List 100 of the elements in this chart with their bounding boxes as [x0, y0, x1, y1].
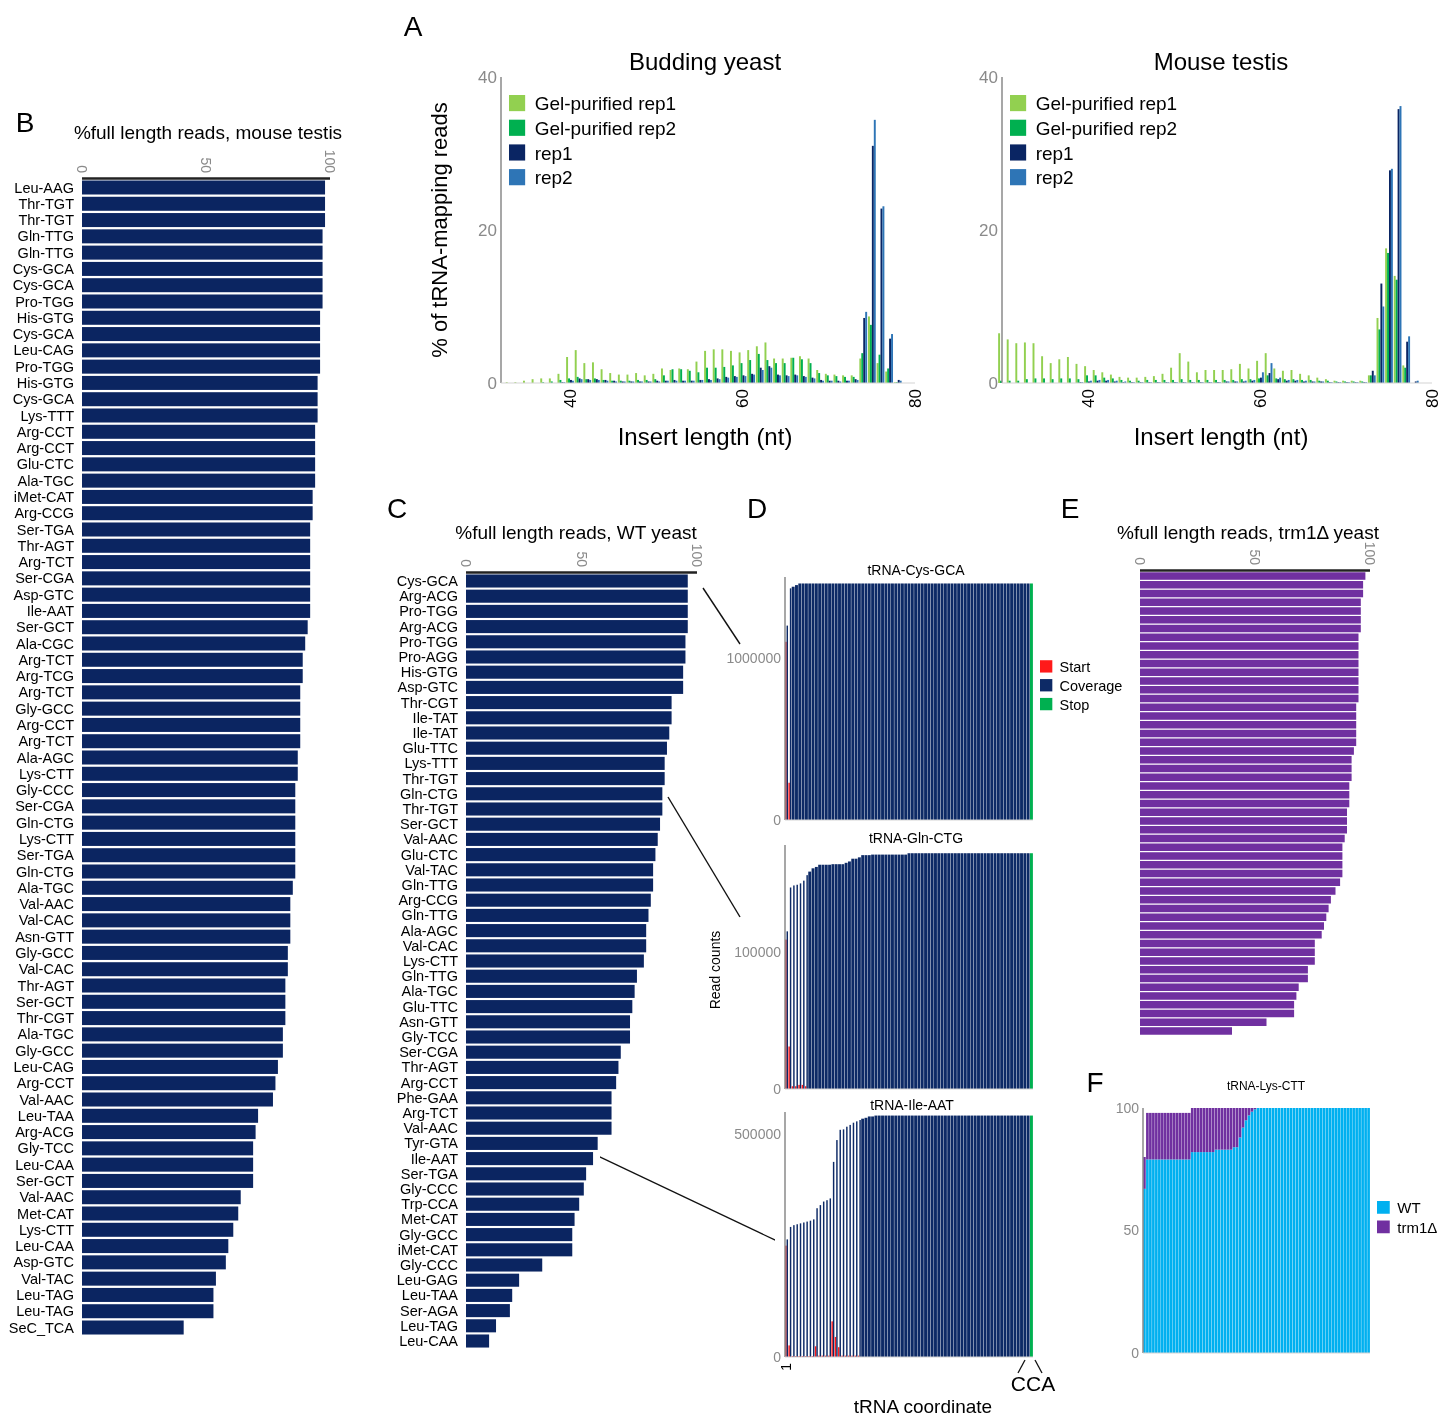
y-tick-label: His-GTG	[16, 309, 74, 326]
x-tick-label: 1	[778, 1362, 795, 1371]
x-tick-label: 0	[74, 165, 91, 174]
legend-label: Start	[1059, 658, 1091, 675]
y-tick-label: Gln-TTG	[401, 907, 458, 924]
y-tick-label: 0	[487, 373, 497, 393]
y-tick-label: Arg-CCT	[16, 1075, 75, 1092]
y-tick-label: Val-CAC	[402, 937, 458, 954]
text: A	[403, 11, 423, 42]
y-tick-label: His-GTG	[16, 375, 74, 391]
y-tick-label: Val-AAC	[19, 1189, 74, 1206]
y-tick-label: Leu-TAG	[16, 1303, 74, 1320]
y-tick-label: Leu-GAG	[396, 1272, 458, 1289]
legend-label: Gel-purified rep1	[1035, 93, 1178, 115]
y-tick-label: Arg-TCT	[18, 684, 75, 701]
y-tick-label: Gly-TCC	[17, 1140, 74, 1157]
y-tick-label: Lys-TTT	[20, 407, 75, 424]
y-tick-label: 100000	[734, 943, 782, 960]
x-axis-title: tRNA coordinate	[853, 1396, 993, 1417]
x-tick-label: 60	[1250, 389, 1270, 408]
y-tick-label: Gly-GCC	[15, 700, 74, 717]
y-tick-label: Leu-CAA	[399, 1333, 459, 1350]
y-tick-label: Pro-TGG	[15, 358, 74, 375]
x-tick-label: 100	[1362, 541, 1379, 566]
chart-title: tRNA-Cys-GCA	[867, 562, 966, 578]
x-tick-label: 80	[1422, 389, 1442, 408]
y-tick-label: Ala-AGC	[400, 922, 458, 939]
y-tick-label: 0	[1131, 1344, 1140, 1361]
y-tick-label: 0	[988, 373, 998, 393]
y-tick-label: Leu-AAG	[14, 179, 74, 196]
y-axis-title: Read counts	[707, 930, 723, 1010]
y-tick-label: Leu-CAA	[15, 1156, 75, 1173]
y-tick-label: Thr-TGT	[18, 195, 75, 212]
y-tick-label: 0	[773, 1348, 782, 1365]
y-tick-label: Gln-TTG	[17, 244, 74, 261]
y-tick-label: Arg-CCT	[400, 1074, 459, 1091]
chart-title: tRNA-Lys-CTT	[1226, 1079, 1306, 1093]
y-tick-label: Arg-CCG	[398, 892, 458, 909]
y-tick-label: Ser-TGA	[400, 1165, 459, 1182]
y-tick-label: Gly-GCC	[15, 945, 74, 962]
text: B	[15, 107, 35, 138]
y-tick-label: Cys-GCA	[12, 261, 75, 277]
y-tick-label: Thr-CGT	[400, 694, 459, 711]
y-tick-label: Leu-TAG	[400, 1317, 458, 1334]
y-tick-label: Ile-TAT	[412, 709, 459, 726]
y-tick-label: Ser-GCT	[16, 619, 75, 636]
y-tick-label: 500000	[734, 1126, 782, 1143]
y-tick-label: Ser-GCT	[400, 816, 459, 833]
y-tick-label: Thr-TGT	[402, 770, 459, 787]
y-tick-label: Arg-TCT	[18, 733, 75, 750]
x-tick-label: 40	[1078, 389, 1098, 408]
x-tick-label: 0	[458, 559, 475, 568]
y-tick-label: Ser-CGA	[15, 798, 75, 815]
legend-label: Gel-purified rep2	[1035, 117, 1178, 139]
y-tick-label: Ala-TGC	[17, 472, 74, 489]
y-tick-label: Gly-TCC	[401, 1029, 458, 1046]
y-tick-label: Leu-CAG	[13, 342, 74, 359]
y-tick-label: 20	[478, 220, 497, 240]
y-tick-label: Thr-AGT	[17, 977, 75, 994]
y-tick-label: Glu-CTC	[16, 456, 74, 473]
y-tick-label: Gln-TTG	[17, 228, 74, 245]
y-tick-label: Arg-ACG	[399, 588, 458, 605]
y-tick-label: Met-CAT	[401, 1211, 459, 1228]
legend-label: rep1	[1035, 142, 1074, 164]
x-tick-label: 60	[733, 389, 753, 408]
y-tick-label: Gln-CTG	[400, 785, 458, 802]
y-tick-label: Leu-TAG	[16, 1287, 74, 1304]
y-tick-label: Asp-GTC	[397, 679, 458, 696]
y-tick-label: Val-AAC	[403, 831, 458, 848]
chart-title: %full length reads, mouse testis	[73, 122, 343, 143]
y-tick-label: 50	[1123, 1222, 1140, 1239]
y-tick-label: Ala-CGC	[15, 635, 74, 652]
y-tick-label: Gln-CTG	[16, 814, 74, 831]
y-tick-label: His-GTG	[400, 664, 458, 681]
y-tick-label: Asp-GTC	[13, 586, 74, 603]
legend-label: rep2	[534, 167, 573, 189]
y-tick-label: Cys-GCA	[396, 573, 459, 590]
y-tick-label: Gln-TTG	[401, 877, 458, 894]
y-tick-label: Arg-TCT	[18, 554, 75, 571]
y-tick-label: Ala-TGC	[17, 1026, 74, 1043]
y-axis-title: % of tRNA-mapping reads	[427, 102, 452, 358]
y-tick-label: 100	[1115, 1099, 1140, 1116]
y-tick-label: Arg-CCT	[16, 717, 75, 733]
y-tick-label: Lys-TTT	[404, 755, 459, 772]
y-tick-label: Arg-TCT	[18, 651, 75, 668]
y-tick-label: Asn-GTT	[399, 1013, 459, 1030]
x-tick-label: 0	[1132, 557, 1149, 566]
y-tick-label: Glu-TTC	[402, 998, 458, 1015]
x-axis-title: Insert length (nt)	[1133, 423, 1309, 450]
legend-label: Stop	[1059, 696, 1090, 713]
x-tick-label: 80	[905, 389, 925, 408]
y-tick-label: Leu-CAG	[13, 1059, 74, 1076]
y-tick-label: Cys-GCA	[12, 326, 75, 343]
chart-title: tRNA-Ile-AAT	[870, 1097, 955, 1113]
y-tick-label: Ser-CGA	[399, 1044, 459, 1061]
chart-title: %full length reads, trm1Δ yeast	[1117, 522, 1380, 543]
y-tick-label: Thr-TGT	[402, 801, 459, 818]
y-tick-label: Val-CAC	[18, 912, 74, 929]
x-axis-title: Insert length (nt)	[617, 423, 793, 450]
y-tick-label: 20	[979, 220, 998, 240]
